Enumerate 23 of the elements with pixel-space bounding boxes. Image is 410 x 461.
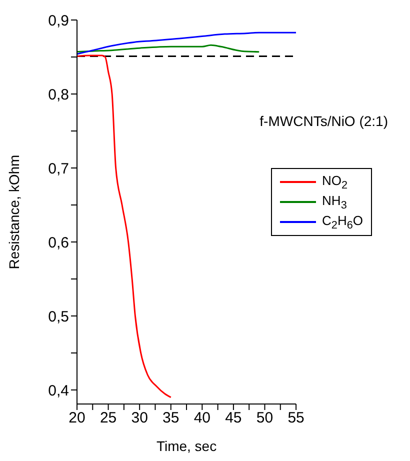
line-series xyxy=(77,44,260,53)
y-tick-label: 0,6 xyxy=(48,234,69,252)
x-tick-label: 40 xyxy=(194,410,211,427)
y-tick-label: 0,4 xyxy=(48,382,69,400)
x-tick-label: 30 xyxy=(131,410,148,427)
y-tick-label: 0,7 xyxy=(48,160,69,178)
line-series xyxy=(77,54,172,398)
line-series xyxy=(77,32,296,55)
x-axis-title: Time, sec xyxy=(156,438,217,454)
x-tick-label: 25 xyxy=(100,410,117,427)
x-tick-label: 55 xyxy=(288,410,304,427)
legend-label: NH$_{3}$ xyxy=(322,192,347,212)
x-tick-label: 50 xyxy=(256,410,274,427)
annotation: f-MWCNTs/NiO (2:1) xyxy=(260,113,388,129)
y-tick-label: 0,9 xyxy=(48,12,69,30)
legend-label: NO$_{2}$ xyxy=(322,172,348,192)
x-tick-label: 45 xyxy=(225,410,242,427)
y-tick-label: 0,5 xyxy=(48,308,69,326)
x-tick-label: 35 xyxy=(162,410,180,427)
y-axis-title: Resistance, kOhm xyxy=(6,154,22,270)
y-tick-label: 0,8 xyxy=(48,86,69,104)
legend-label: C$_{2}$H$_{6}$O xyxy=(322,212,363,232)
x-tick-label: 20 xyxy=(68,410,86,427)
